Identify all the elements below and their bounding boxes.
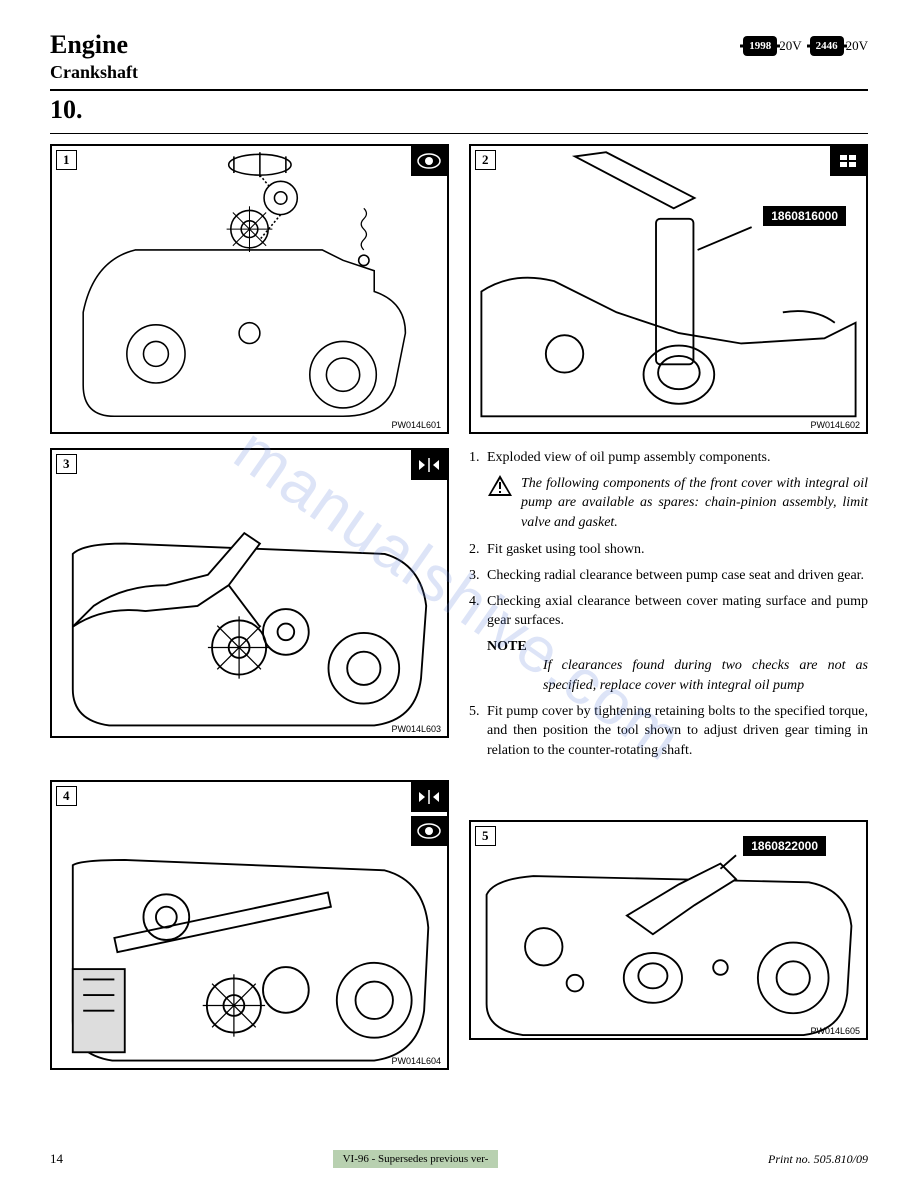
header-title-block: Engine Crankshaft xyxy=(50,30,138,83)
item-text: Exploded view of oil pump assembly compo… xyxy=(487,448,868,468)
instruction-text: 1. Exploded view of oil pump assembly co… xyxy=(469,448,868,766)
engine-badge: 1998 xyxy=(743,36,777,56)
list-item: 3. Checking radial clearance between pum… xyxy=(469,566,868,586)
engine-badge: 2446 xyxy=(810,36,844,56)
figure-3: 3 PW014L603 xyxy=(50,448,449,738)
figure-number: 1 xyxy=(56,150,77,170)
divider xyxy=(50,89,868,91)
arrows-in-icon xyxy=(411,450,447,480)
item-number: 2. xyxy=(469,540,487,560)
page-header: Engine Crankshaft 1998 20V 2446 20V xyxy=(50,30,868,83)
part-number-label: 1860822000 xyxy=(743,836,826,856)
timing-tool-drawing xyxy=(471,822,866,1051)
eye-icon xyxy=(411,816,447,846)
item-number: 4. xyxy=(469,592,487,631)
item-number: 3. xyxy=(469,566,487,586)
warning-block: The following components of the front co… xyxy=(487,474,868,533)
badge-group: 1998 20V xyxy=(743,36,801,56)
item-number: 1. xyxy=(469,448,487,468)
warning-icon xyxy=(487,474,513,498)
item-text: Checking axial clearance between cover m… xyxy=(487,592,868,631)
content-grid: 1 xyxy=(50,144,868,1070)
grid-icon xyxy=(830,146,866,176)
figure-code: PW014L604 xyxy=(391,1056,441,1066)
figure-5-wrap: 5 1860822000 PW014L605 xyxy=(469,780,868,1070)
item-text: Fit gasket using tool shown. xyxy=(487,540,868,560)
list-item: 2. Fit gasket using tool shown. xyxy=(469,540,868,560)
figure-code: PW014L605 xyxy=(810,1026,860,1036)
figure-code: PW014L602 xyxy=(810,420,860,430)
badge-suffix: 20V xyxy=(779,38,801,54)
note-label: NOTE xyxy=(487,639,527,654)
figure-number: 3 xyxy=(56,454,77,474)
clearance-check-drawing xyxy=(52,450,447,751)
figure-4: 4 xyxy=(50,780,449,1070)
item-text: Fit pump cover by tightening retaining b… xyxy=(487,702,868,761)
figure-5: 5 1860822000 PW014L605 xyxy=(469,820,868,1040)
header-badges: 1998 20V 2446 20V xyxy=(743,30,868,56)
title-sub: Crankshaft xyxy=(50,62,138,83)
page-footer: 14 VI-96 - Supersedes previous ver- Prin… xyxy=(50,1150,868,1168)
item-text: Checking radial clearance between pump c… xyxy=(487,566,868,586)
footer-supersede: VI-96 - Supersedes previous ver- xyxy=(333,1150,499,1168)
figure-2: 2 1860816000 PW014L602 xyxy=(469,144,868,434)
badge-group: 2446 20V xyxy=(810,36,868,56)
page-number: 14 xyxy=(50,1151,63,1167)
figure-code: PW014L601 xyxy=(391,420,441,430)
list-item: 4. Checking axial clearance between cove… xyxy=(469,592,868,631)
figure-1: 1 xyxy=(50,144,449,434)
eye-icon xyxy=(411,146,447,176)
tool-drawing xyxy=(471,146,866,447)
list-item: 1. Exploded view of oil pump assembly co… xyxy=(469,448,868,468)
title-main: Engine xyxy=(50,30,138,60)
warning-text: The following components of the front co… xyxy=(521,474,868,533)
note-block: NOTE If clearances found during two chec… xyxy=(487,637,868,696)
divider-thin xyxy=(50,133,868,134)
arrows-in-icon xyxy=(411,782,447,812)
step-number: 10. xyxy=(50,95,868,125)
item-number: 5. xyxy=(469,702,487,761)
badge-suffix: 20V xyxy=(846,38,868,54)
figure-number: 4 xyxy=(56,786,77,806)
figure-number: 2 xyxy=(475,150,496,170)
axial-check-drawing xyxy=(52,782,447,1083)
figure-code: PW014L603 xyxy=(391,724,441,734)
note-text: If clearances found during two checks ar… xyxy=(543,656,868,695)
print-number: Print no. 505.810/09 xyxy=(768,1152,868,1167)
exploded-view-drawing xyxy=(52,146,447,447)
figure-number: 5 xyxy=(475,826,496,846)
list-item: 5. Fit pump cover by tightening retainin… xyxy=(469,702,868,761)
part-number-label: 1860816000 xyxy=(763,206,846,226)
